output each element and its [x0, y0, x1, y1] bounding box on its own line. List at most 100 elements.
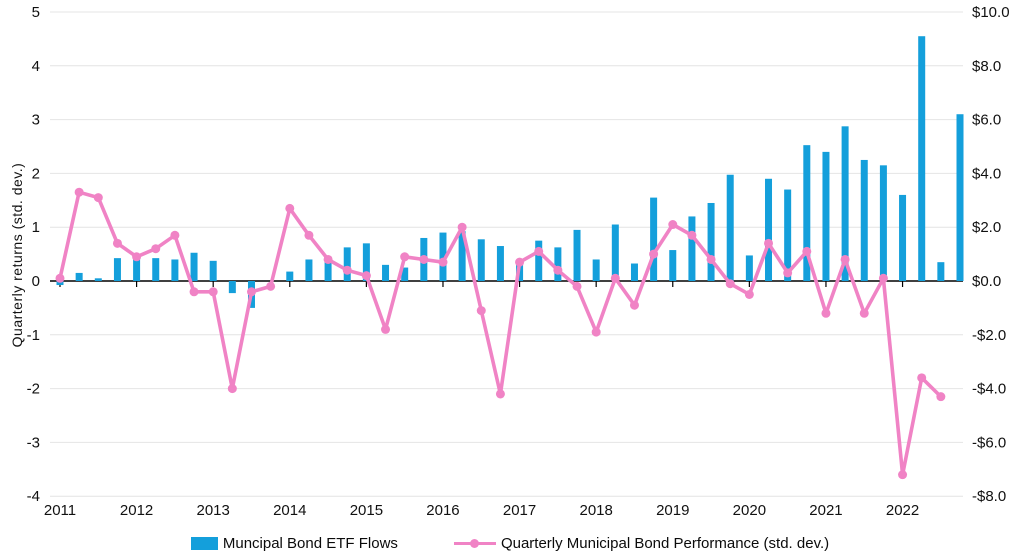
- line-series-swatch-icon: [453, 537, 496, 550]
- performance-point: [668, 220, 678, 230]
- legend-label-etf-flows: Muncipal Bond ETF Flows: [222, 534, 398, 552]
- performance-point: [457, 222, 467, 232]
- etf-flow-bar: [592, 259, 600, 281]
- left-axis-tick-label: -1: [27, 327, 40, 344]
- etf-flow-bar: [152, 258, 160, 281]
- x-axis-year-label: 2015: [350, 502, 383, 519]
- x-axis-year-label: 2019: [656, 502, 689, 519]
- performance-point: [208, 287, 218, 297]
- left-axis-tick-label: 4: [32, 58, 40, 75]
- etf-flow-bar: [496, 246, 504, 281]
- performance-point: [764, 238, 774, 248]
- performance-point: [438, 257, 448, 267]
- performance-point: [744, 289, 754, 299]
- etf-flow-bar: [630, 263, 638, 281]
- performance-point: [112, 238, 122, 248]
- legend-label-performance: Quarterly Municipal Bond Performance (st…: [500, 534, 830, 552]
- performance-point: [553, 265, 563, 275]
- etf-flow-bar: [113, 258, 121, 281]
- etf-flow-bar: [918, 36, 926, 282]
- right-axis-tick-label: $6.0: [972, 112, 1001, 129]
- bar-series-swatch-icon: [190, 536, 218, 550]
- performance-point: [610, 273, 620, 283]
- x-axis-year-label: 2016: [426, 502, 459, 519]
- performance-point: [649, 249, 659, 259]
- etf-flow-bar: [382, 264, 390, 281]
- etf-flow-bar: [573, 229, 581, 281]
- etf-flow-bar: [745, 255, 753, 281]
- performance-point: [55, 273, 65, 283]
- etf-flow-bar: [401, 267, 409, 281]
- performance-point: [859, 308, 869, 318]
- etf-flow-bar: [784, 189, 792, 281]
- etf-flow-bar: [439, 232, 447, 281]
- x-axis-year-label: 2013: [197, 502, 230, 519]
- performance-point: [419, 254, 429, 264]
- performance-point: [323, 254, 333, 264]
- etf-flow-bar: [75, 272, 83, 281]
- etf-flow-bar: [228, 281, 236, 294]
- etf-flow-bar: [822, 151, 830, 281]
- etf-flow-bar: [554, 247, 562, 281]
- x-axis-year-label: 2017: [503, 502, 536, 519]
- etf-flow-bar: [765, 178, 773, 281]
- x-axis-year-label: 2021: [809, 502, 842, 519]
- performance-point: [783, 268, 793, 278]
- etf-flow-bar: [324, 259, 332, 281]
- performance-point: [476, 306, 486, 316]
- performance-point: [495, 389, 505, 399]
- etf-flow-bar: [94, 278, 102, 281]
- performance-point: [629, 300, 639, 310]
- combo-chart: 5 $10.0 4 $8.0 3 $6.0 2 $4.0 1 $2.0 0 $0.0 -1 -$2.0 -2…: [27, 4, 1010, 519]
- etf-flow-bar: [803, 145, 811, 281]
- left-axis-tick-label: -3: [27, 434, 40, 451]
- legend: Muncipal Bond ETF Flows Quarterly Munici…: [0, 531, 1020, 555]
- performance-point: [898, 470, 908, 480]
- etf-flow-bar: [477, 239, 485, 281]
- performance-point: [840, 254, 850, 264]
- etf-flow-bar: [841, 126, 849, 281]
- performance-point: [400, 252, 410, 262]
- performance-point: [189, 287, 199, 297]
- performance-point: [361, 271, 371, 281]
- performance-point: [687, 230, 697, 240]
- legend-item-performance: Quarterly Municipal Bond Performance (st…: [453, 534, 830, 552]
- left-axis-tick-label: -4: [27, 488, 40, 505]
- performance-point: [572, 281, 582, 291]
- etf-flow-bar: [899, 194, 907, 281]
- etf-flow-bar: [535, 240, 543, 281]
- performance-point: [936, 392, 946, 402]
- performance-point: [706, 254, 716, 264]
- performance-point: [227, 384, 237, 394]
- right-axis-tick-label: $2.0: [972, 219, 1001, 236]
- etf-flow-bar: [171, 259, 179, 281]
- etf-flow-bar: [669, 250, 677, 281]
- etf-flow-bar: [956, 114, 964, 281]
- etf-flow-bar: [860, 159, 868, 281]
- right-axis-tick-label: -$8.0: [972, 488, 1006, 505]
- performance-point: [878, 273, 888, 283]
- left-axis-tick-label: -2: [27, 381, 40, 398]
- performance-point: [725, 279, 735, 289]
- etf-flow-bar: [707, 202, 715, 281]
- left-axis-tick-label: 0: [32, 273, 40, 290]
- performance-point: [515, 257, 525, 267]
- x-axis-year-label: 2012: [120, 502, 153, 519]
- etf-flow-bar: [133, 258, 141, 281]
- right-axis-tick-label: -$2.0: [972, 327, 1006, 344]
- etf-flow-bar: [688, 216, 696, 281]
- etf-flow-bar: [937, 262, 945, 281]
- etf-flow-bar: [726, 174, 734, 281]
- performance-point: [821, 308, 831, 318]
- performance-point: [917, 373, 927, 383]
- performance-point: [151, 244, 161, 254]
- etf-flow-bar: [362, 243, 370, 281]
- etf-flow-bar: [305, 259, 313, 281]
- performance-point: [132, 252, 142, 262]
- right-axis-tick-label: $8.0: [972, 58, 1001, 75]
- right-axis-tick-label: $0.0: [972, 273, 1001, 290]
- x-axis-year-label: 2020: [733, 502, 766, 519]
- etf-flow-bar: [209, 260, 217, 281]
- performance-point: [342, 265, 352, 275]
